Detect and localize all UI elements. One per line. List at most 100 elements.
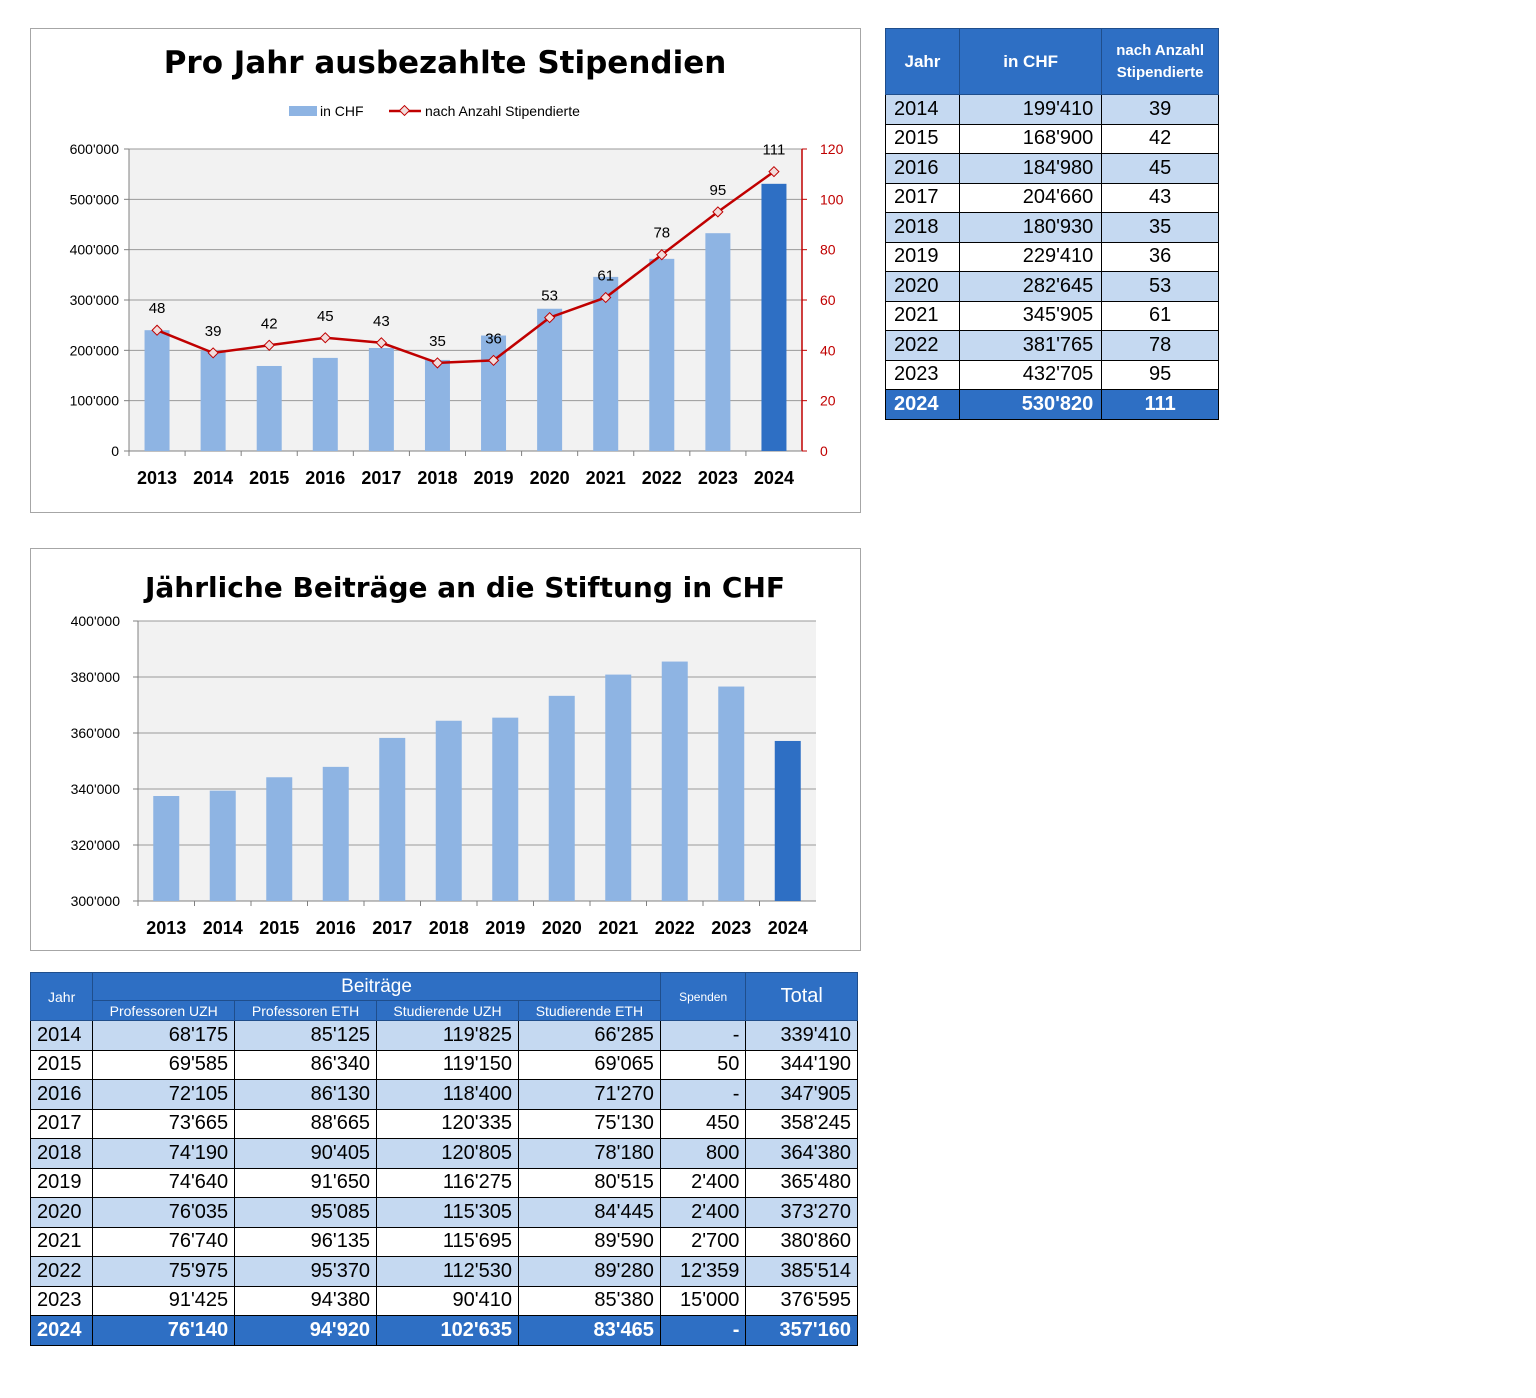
table-row: 2014 68'175 85'125 119'825 66'285-339'410 [29,1020,858,1051]
x-tick-label: 2016 [305,468,345,488]
table-cell: 69'065 [517,1049,661,1080]
table-cell: 385'514 [745,1256,858,1287]
table-cell: 2020 [885,271,960,302]
table-cell: 95'370 [234,1256,378,1287]
line-point [151,324,163,336]
table-cell: 380'860 [745,1226,858,1257]
x-tick-label: 2021 [586,468,626,488]
x-tick-label: 2024 [768,918,808,938]
chart-title: Jährliche Beiträge an die Stiftung in CH… [143,571,785,604]
y-tick-label: 400'000 [70,242,120,258]
chart-beitraege-svg: Jährliche Beiträge an die Stiftung in CH… [71,571,816,938]
header-prof-uzh: Professoren UZH [92,1000,236,1021]
table-cell: 53 [1101,271,1219,302]
line-point [712,206,724,218]
table-cell: 36 [1101,241,1219,272]
table-cell: 12'359 [659,1256,747,1287]
table-cell: 74'640 [92,1167,236,1198]
table-cell: 450 [659,1108,747,1139]
header-stud-eth: Studierende ETH [517,1000,661,1021]
table-row: 2021 345'905 61 [885,300,1219,331]
bar [761,183,787,451]
y-tick-label: 200'000 [70,342,120,358]
table-row: 2018 180'930 35 [885,212,1219,243]
x-tick-label: 2018 [417,468,457,488]
table-cell: 2017 [29,1108,94,1139]
table-cell: 86'130 [234,1079,378,1110]
y-tick-label: 320'000 [71,837,121,853]
table-cell: 180'930 [958,212,1103,243]
table-cell: 2'400 [659,1197,747,1228]
table-row: 2023 91'425 94'380 90'410 85'380 15'000 376'59… [29,1285,858,1316]
table-cell: 116'275 [376,1167,519,1198]
y2-tick-label: 20 [820,393,836,409]
data-label: 45 [317,308,334,325]
table-cell: 2014 [885,94,960,125]
x-tick-label: 2013 [137,468,177,488]
header-chf: in CHF [958,28,1103,95]
table-row: 2018 74'190 90'405 120'805 78'180 800 364'380 [29,1138,858,1169]
bar [200,350,226,451]
table-row: 2014 199'410 39 [885,94,1219,125]
table-row: 2019 229'410 36 [885,241,1219,272]
y-tick-label: 500'000 [70,191,120,207]
table-cell: 35 [1101,212,1219,243]
table-cell: 376'595 [745,1285,858,1316]
table-cell: 102'635 [376,1315,519,1346]
table-cell: 76'140 [92,1315,236,1346]
x-tick-label: 2015 [249,468,289,488]
y-tick-label: 360'000 [71,725,121,741]
x-tick-label: 2018 [429,918,469,938]
data-label: 111 [763,142,786,159]
y2-tick-label: 40 [820,342,836,358]
line-point [487,354,500,367]
header-prof-eth: Professoren ETH [234,1000,378,1021]
table-cell: 76'035 [92,1197,236,1228]
table-row: 2022 75'975 95'370 112'530 89'280 12'359 385'5… [29,1256,858,1287]
table-cell: 2014 [29,1020,94,1051]
header-anzahl: nach Anzahl Stipendierte [1101,28,1219,95]
line-point [319,332,331,344]
table-cell: 39 [1101,94,1219,125]
bar [593,276,619,451]
header-anzahl-line1: nach Anzahl [1116,41,1205,59]
table-cell: 86'340 [234,1049,378,1080]
table-cell: 120'335 [376,1108,519,1139]
table-cell: 2015 [29,1049,94,1080]
table-cell: 365'480 [745,1167,858,1198]
line-point [543,311,556,324]
table-cell: 94'920 [234,1315,378,1346]
bar [492,717,519,901]
table-cell: - [659,1020,747,1051]
table-cell: 90'405 [234,1138,378,1169]
table-cell: 432'705 [958,359,1103,390]
line-point [207,347,219,359]
table-cell: 75'130 [517,1108,661,1139]
table-cell: 199'410 [958,94,1103,125]
table-row: 2016 72'105 86'130 118'400 71'270-347'905 [29,1079,858,1110]
table-cell: 2023 [29,1285,94,1316]
legend-line-label: nach Anzahl Stipendierte [425,103,580,119]
y2-tick-label: 120 [820,141,844,157]
bar [649,258,675,451]
table-cell: 2'400 [659,1167,747,1198]
bar [774,740,801,901]
table-cell: 184'980 [958,153,1103,184]
table-cell: 204'660 [958,182,1103,213]
table-cell: 111 [1101,389,1219,420]
table-cell: 2015 [885,123,960,154]
table-cell: 94'380 [234,1285,378,1316]
data-label: 61 [597,267,614,284]
table-cell: 339'410 [745,1020,858,1051]
y-tick-label: 380'000 [71,669,121,685]
table-cell: 2023 [885,359,960,390]
table-row: 2015 69'585 86'340 119'150 69'065 50 344'190 [29,1049,858,1080]
table-cell: 89'590 [517,1226,661,1257]
table-cell: 80'515 [517,1167,661,1198]
header-anzahl-line2: Stipendierte [1116,63,1204,81]
y2-tick-label: 80 [820,242,836,258]
table-cell: 84'445 [517,1197,661,1228]
x-tick-label: 2015 [259,918,299,938]
bar [266,777,293,901]
bar [661,661,688,901]
